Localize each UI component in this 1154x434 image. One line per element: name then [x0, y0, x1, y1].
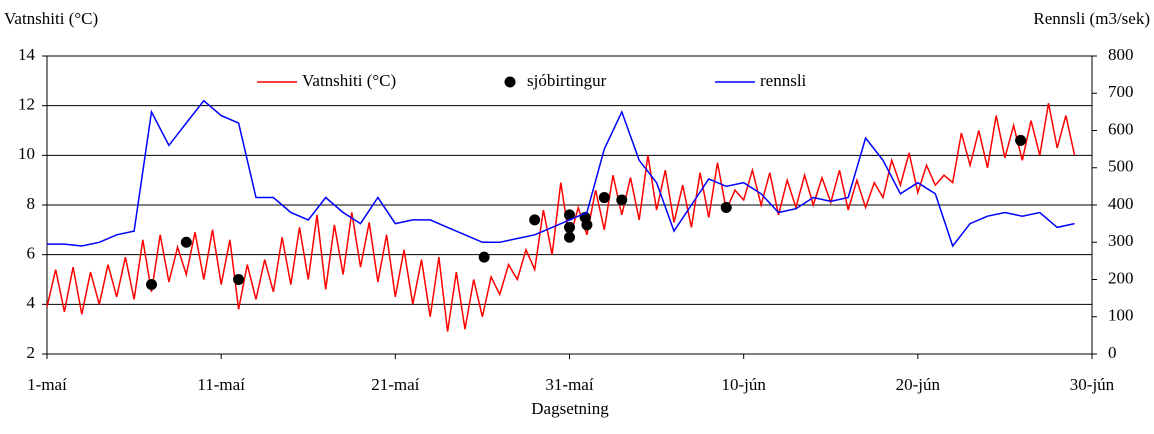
y-tick-label: 2 [27, 343, 36, 362]
y-tick-label: 14 [18, 45, 36, 64]
legend-marker [504, 76, 516, 88]
point [529, 214, 541, 226]
line [47, 99, 1075, 248]
point [564, 209, 575, 221]
x-tick-label: 1-maí [27, 375, 67, 394]
point [616, 194, 628, 206]
y-tick-label: 4 [27, 293, 36, 312]
legend-label: Vatnshiti (°C) [302, 71, 396, 90]
y2-tick-label: 800 [1108, 45, 1134, 64]
y2-tick-label: 700 [1108, 82, 1134, 101]
y2-tick-label: 300 [1108, 231, 1134, 250]
point [180, 236, 192, 248]
x-tick-label: 30-jún [1070, 375, 1115, 394]
x-tick-label: 20-jún [896, 375, 941, 394]
x-tick-label: 31-maí [545, 375, 593, 394]
legend-label: sjóbirtingur [527, 71, 607, 90]
point [598, 192, 610, 204]
y-axis-title: Vatnshiti (°C) [4, 9, 98, 28]
y2-tick-label: 100 [1108, 306, 1134, 325]
point [564, 221, 575, 233]
x-tick-label: 10-jún [721, 375, 766, 394]
point [720, 201, 732, 213]
y2-tick-label: 500 [1108, 157, 1134, 176]
y2-axis-title: Rennsli (m3/sek) [1033, 9, 1150, 28]
point [581, 219, 593, 231]
y-tick-label: 12 [18, 95, 35, 114]
y2-tick-label: 200 [1108, 268, 1134, 287]
x-tick-label: 21-maí [371, 375, 419, 394]
x-axis-title: Dagsetning [531, 399, 609, 418]
point [233, 274, 245, 285]
point [146, 278, 157, 290]
y2-tick-label: 400 [1108, 194, 1134, 213]
line [46, 103, 1076, 332]
x-tick-label: 11-maí [197, 375, 245, 394]
point [1015, 134, 1027, 146]
point [564, 231, 575, 243]
point [478, 251, 490, 263]
y-tick-label: 6 [27, 244, 36, 263]
y-tick-label: 8 [27, 194, 36, 213]
y2-tick-label: 0 [1108, 343, 1117, 362]
y2-tick-label: 600 [1108, 119, 1134, 138]
legend-label: rennsli [760, 71, 807, 90]
y-tick-label: 10 [18, 144, 35, 163]
